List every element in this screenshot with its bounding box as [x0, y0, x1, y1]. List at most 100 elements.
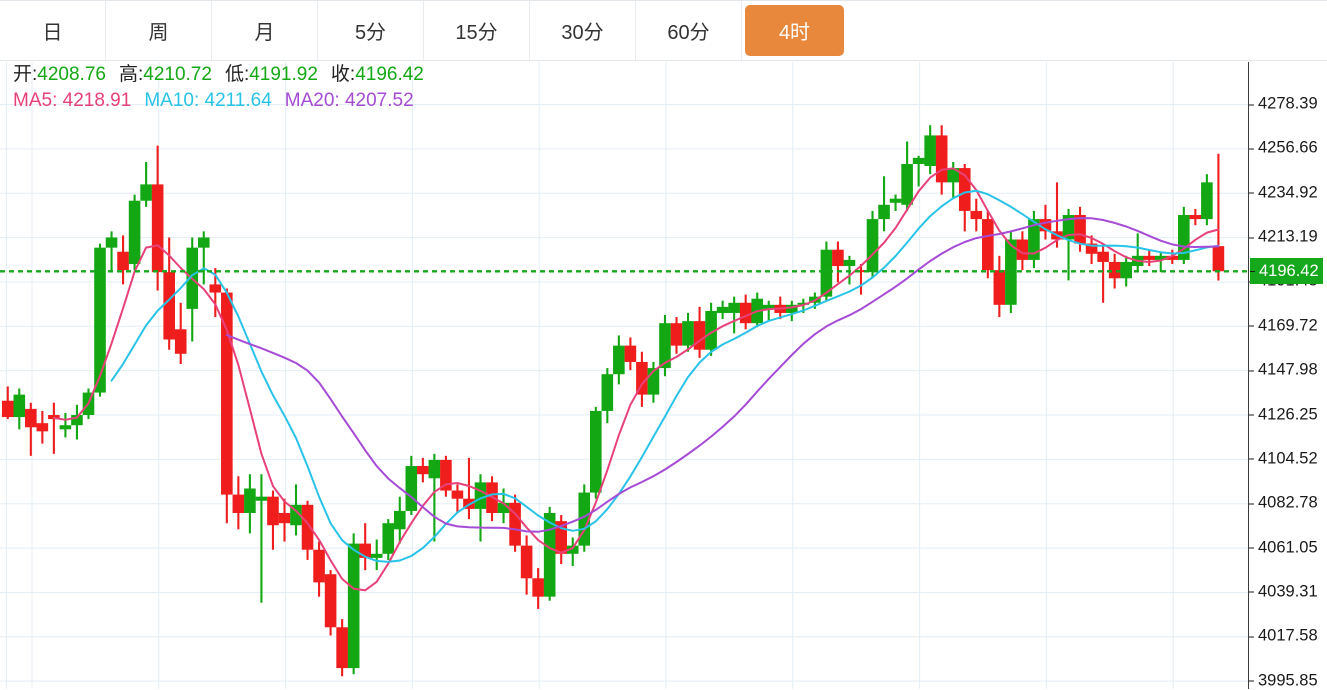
- candle-body: [405, 466, 418, 511]
- timeframe-tab-label: 5分: [354, 22, 387, 44]
- price-tick-11: 4039.31: [1249, 582, 1318, 601]
- candle-body: [451, 490, 464, 499]
- timeframe-tab-5[interactable]: 30分: [530, 1, 636, 60]
- ma10-line: [110, 189, 1220, 563]
- candle-body: [705, 310, 717, 350]
- timeframe-tab-1[interactable]: 周: [106, 1, 212, 60]
- price-tick-13: 3995.85: [1249, 671, 1318, 690]
- candle-body: [117, 251, 129, 271]
- price-tick-8: 4104.52: [1249, 449, 1318, 468]
- timeframe-tab-4[interactable]: 15分: [424, 1, 530, 60]
- timeframe-tab-0[interactable]: 日: [0, 1, 106, 60]
- timeframe-tab-3[interactable]: 5分: [318, 1, 424, 60]
- candle-body: [647, 368, 660, 395]
- candle-body: [613, 345, 625, 375]
- candle-body: [901, 163, 913, 205]
- candle-body: [1, 400, 14, 418]
- candle-body: [820, 249, 833, 297]
- candle-body: [1212, 246, 1225, 272]
- candle-body: [762, 304, 775, 309]
- candle-body: [970, 210, 983, 220]
- timeframe-tab-label: 4时: [745, 5, 844, 56]
- candle-body: [474, 482, 487, 509]
- candle-body: [1016, 239, 1029, 260]
- candle-body: [912, 157, 925, 164]
- candle-body: [36, 423, 49, 432]
- candle-body: [866, 219, 879, 273]
- candle-body: [278, 512, 291, 524]
- price-tick-0: 4278.39: [1249, 95, 1318, 114]
- candle-series: [1, 125, 1225, 677]
- candle-body: [532, 578, 544, 597]
- timeframe-tab-7[interactable]: 4时: [742, 1, 848, 60]
- candle-body: [543, 512, 556, 597]
- candle-body: [71, 415, 83, 426]
- candle-body: [555, 521, 568, 554]
- candle-body: [670, 323, 683, 346]
- candle-body: [497, 502, 510, 513]
- candle-body: [509, 502, 521, 546]
- candle-body: [370, 553, 383, 558]
- candle-body: [382, 523, 395, 554]
- candle-body: [716, 306, 729, 313]
- candle-body: [878, 204, 890, 220]
- timeframe-tab-6[interactable]: 60分: [636, 1, 742, 60]
- candlestick-plot[interactable]: [0, 62, 1248, 689]
- price-tick-7: 4126.25: [1249, 405, 1318, 424]
- candle-body: [232, 494, 245, 513]
- candle-body: [1074, 215, 1086, 244]
- candle-body: [832, 249, 844, 267]
- candle-body: [255, 496, 268, 501]
- candle-body: [221, 292, 233, 495]
- candle-body: [855, 270, 867, 273]
- candle-body: [301, 504, 314, 550]
- candle-body: [935, 135, 948, 183]
- candle-body: [601, 374, 614, 411]
- price-tick-5: 4169.72: [1249, 316, 1318, 335]
- grid-lines: [0, 62, 1248, 689]
- candle-body: [636, 361, 648, 395]
- price-tick-2: 4234.92: [1249, 183, 1318, 202]
- candle-body: [393, 510, 406, 530]
- candle-body: [589, 410, 602, 493]
- candle-body: [566, 545, 579, 554]
- price-tick-12: 4017.58: [1249, 627, 1318, 646]
- candle-body: [1143, 255, 1156, 260]
- candle-body: [163, 272, 175, 340]
- candle-body: [1108, 261, 1121, 279]
- candle-body: [624, 345, 637, 362]
- candle-body: [958, 168, 971, 211]
- price-tick-10: 4061.05: [1249, 538, 1318, 557]
- candle-body: [728, 302, 740, 313]
- candle-body: [659, 323, 671, 369]
- candle-body: [209, 284, 222, 293]
- price-tick-3: 4213.19: [1249, 228, 1318, 247]
- price-tick-6: 4147.98: [1249, 361, 1318, 380]
- price-tick-9: 4082.78: [1249, 494, 1318, 513]
- candle-body: [428, 459, 441, 479]
- candle-body: [324, 574, 337, 628]
- candle-body: [797, 302, 810, 305]
- candle-body: [1028, 219, 1040, 260]
- candle-body: [682, 321, 694, 346]
- candle-body: [197, 237, 210, 248]
- candle-body: [1178, 215, 1190, 260]
- candle-body: [347, 543, 360, 669]
- timeframe-tab-label: 60分: [667, 22, 710, 44]
- candle-body: [105, 237, 118, 248]
- ma20-line: [225, 217, 1220, 533]
- candle-body: [1039, 219, 1052, 232]
- candle-body: [140, 184, 152, 201]
- timeframe-tab-label: 15分: [455, 22, 498, 44]
- candle-body: [1085, 243, 1098, 254]
- candle-body: [889, 198, 902, 203]
- candle-body: [693, 321, 706, 350]
- timeframe-tab-2[interactable]: 月: [212, 1, 318, 60]
- candle-body: [25, 408, 37, 428]
- candle-body: [151, 184, 164, 273]
- last-price-badge: 4196.42: [1250, 258, 1323, 285]
- timeframe-tab-bar[interactable]: 日 周 月 5分 15分 30分 60分 4时: [0, 0, 1327, 61]
- candle-body: [1189, 215, 1202, 220]
- candle-body: [290, 504, 302, 526]
- timeframe-tab-label: 月: [254, 22, 275, 44]
